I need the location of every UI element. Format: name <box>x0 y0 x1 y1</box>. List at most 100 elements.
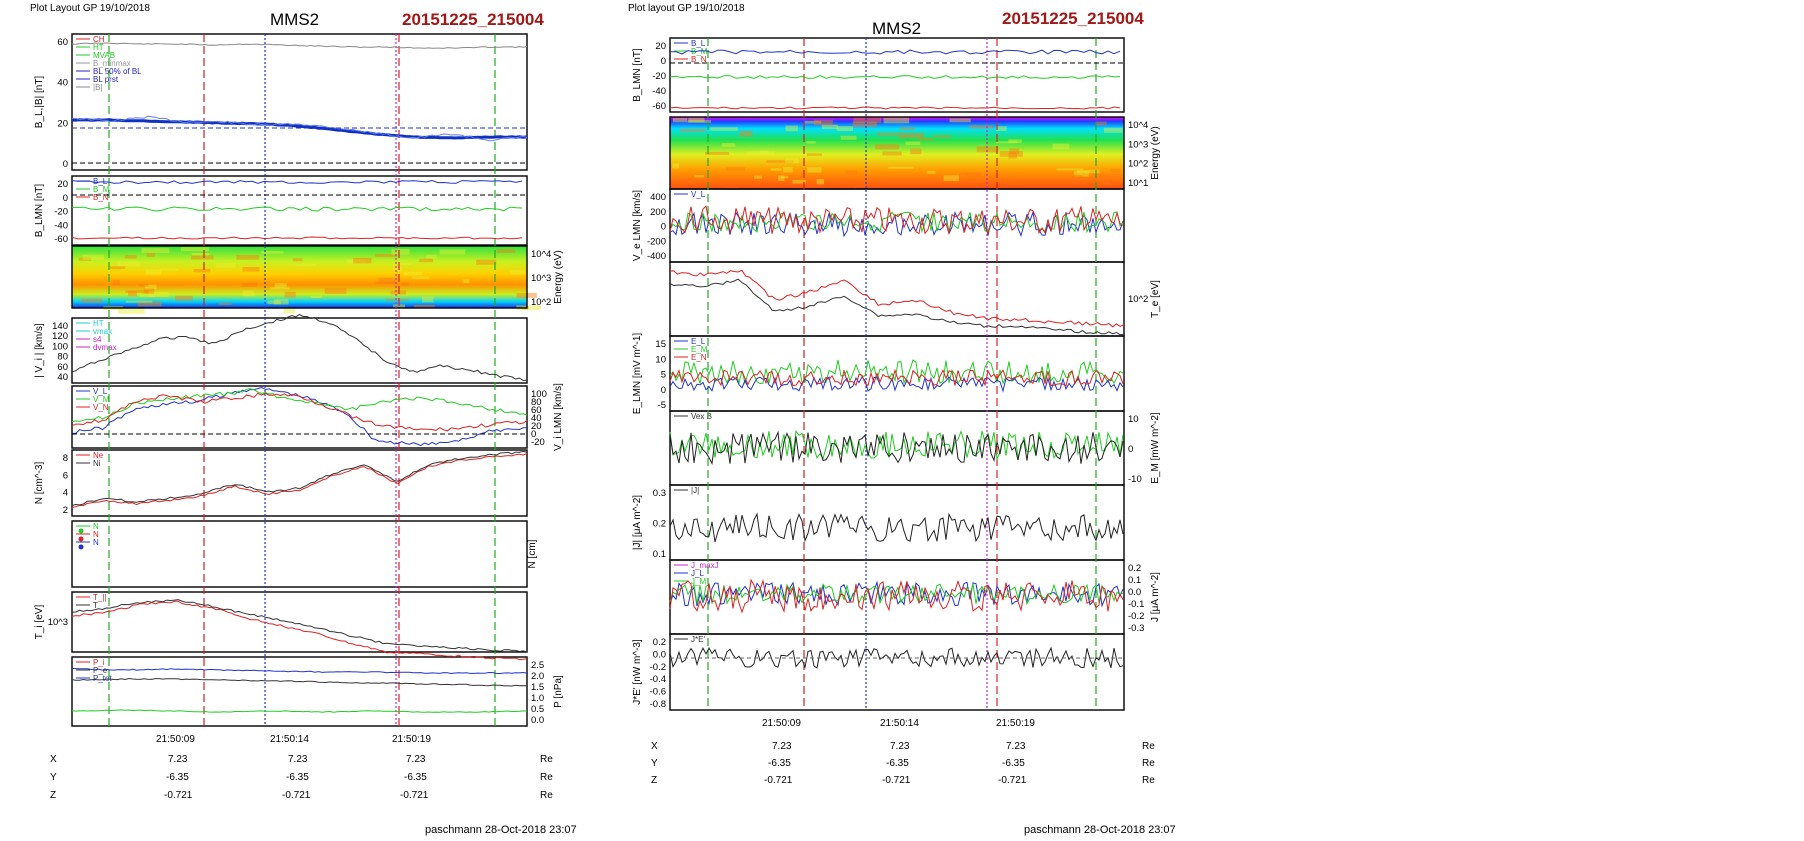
orbit-unit: Re <box>1142 741 1155 752</box>
tick-label: 2.5 <box>531 660 544 671</box>
spectrogram-pixel <box>785 125 798 132</box>
spectrogram-pixel <box>117 307 145 314</box>
tick-label: -400 <box>647 251 666 262</box>
tick-label: 0.0 <box>531 715 544 726</box>
orbit-value: 7.23 <box>890 741 910 752</box>
orbit-value: 7.23 <box>406 754 426 765</box>
spectrogram-pixel <box>175 295 193 301</box>
spectrogram-pixel <box>353 257 372 264</box>
spectrogram-pixel <box>905 141 921 145</box>
spectrogram-pixel <box>144 284 157 290</box>
spectrogram-pixel <box>125 290 149 293</box>
series-Pi <box>71 709 528 713</box>
panel-frame <box>669 37 1125 113</box>
spectrogram-pixel <box>422 296 434 303</box>
tick-label: 40 <box>57 372 68 383</box>
tick-label: -40 <box>54 220 68 231</box>
spectrogram-pixel <box>995 141 1018 144</box>
spectrogram-pixel <box>679 128 706 132</box>
legend-label: HT <box>93 319 104 328</box>
right-panel-stack: 200-20-40-60B_LMN [nT]B_LB_MB_N10^410^31… <box>632 37 1161 711</box>
spectrogram-pixel <box>965 172 982 177</box>
spectrogram-pixel <box>216 263 236 268</box>
series-VM <box>71 388 528 422</box>
orbit-label: X <box>50 754 57 765</box>
tick-label: 0 <box>661 56 666 67</box>
orbit-unit: Re <box>540 754 553 765</box>
tick-label: 120 <box>52 331 68 342</box>
spectrogram-pixel <box>143 288 155 294</box>
spectrogram-pixel <box>943 175 959 182</box>
legend-label: dvmax <box>93 343 117 352</box>
series-EM <box>669 429 1124 461</box>
spectrogram-pixel <box>1096 121 1107 126</box>
tick-label: 0 <box>661 385 666 396</box>
legend-label: B_minmax <box>93 59 131 68</box>
orbit-value: 7.23 <box>1006 741 1026 752</box>
tick-label: 10^2 <box>1128 159 1148 170</box>
spectrogram-pixel <box>149 291 169 297</box>
spectrogram-pixel <box>112 279 121 286</box>
legend-label: s4 <box>93 335 102 344</box>
legend-label: vmax <box>93 327 112 336</box>
spectrogram-pixel <box>806 153 822 156</box>
tick-label: 20 <box>57 118 68 129</box>
series-BN <box>669 106 1121 110</box>
panel-frame <box>71 591 528 653</box>
tick-label: 10^1 <box>1128 178 1148 189</box>
spectrogram-pixel <box>137 301 162 307</box>
orbit-unit: Re <box>1142 775 1155 786</box>
series-Ne <box>71 452 528 508</box>
spectrogram-pixel <box>82 254 104 260</box>
legend-dot <box>78 528 84 534</box>
spectrogram-pixel <box>853 117 882 123</box>
panel-frame <box>669 559 1125 635</box>
spectrogram-pixel <box>959 172 979 175</box>
legend-label: J_M <box>691 577 706 586</box>
spectrogram-pixel <box>759 150 769 154</box>
spectrogram-pixel <box>792 179 807 184</box>
tick-label: 15 <box>655 339 666 350</box>
axis-label: J*E' [nW m^-3] <box>632 639 643 705</box>
spectrogram-pixel <box>688 117 705 123</box>
time-label-left-1: 21:50:09 <box>156 734 195 745</box>
spectrogram-pixel <box>160 268 179 271</box>
tick-label: -0.4 <box>650 674 666 685</box>
series-Ptot <box>71 668 528 675</box>
panel-frame <box>71 520 528 588</box>
series-VeN <box>669 205 1124 236</box>
legend-label: P_i <box>93 658 105 667</box>
panel-frame <box>669 261 1125 337</box>
spectrogram-pixel <box>976 146 999 153</box>
spectrogram-pixel <box>270 287 290 290</box>
spectrogram-pixel <box>1008 152 1017 159</box>
series-VexB <box>669 430 1124 466</box>
spectrogram-pixel <box>284 291 296 298</box>
series-EM <box>669 359 1124 385</box>
legend-label: J_L <box>691 569 704 578</box>
spectrogram-pixel <box>292 258 303 262</box>
layout-label-right: Plot layout GP 19/10/2018 <box>628 3 745 14</box>
tick-label: 40 <box>531 413 542 424</box>
spectrogram-pixel <box>816 179 824 185</box>
tick-label: 10^4 <box>531 249 551 260</box>
footer-right: paschmann 28-Oct-2018 23:07 <box>1024 824 1176 836</box>
legend-label: B_N <box>93 193 109 202</box>
spectrogram-pixel <box>310 295 323 299</box>
legend-label: E_N <box>691 353 707 362</box>
series-BN <box>71 236 523 240</box>
spectrogram-pixel <box>378 277 396 284</box>
spectrogram-pixel <box>411 276 430 280</box>
tick-label: 140 <box>52 321 68 332</box>
tick-label: -0.8 <box>650 699 666 710</box>
time-label-right-3: 21:50:19 <box>996 718 1035 729</box>
orbit-value: -0.721 <box>164 790 193 801</box>
tick-label: 400 <box>650 192 666 203</box>
spectrogram-pixel <box>845 170 857 175</box>
orbit-value: -0.721 <box>764 775 793 786</box>
spectrogram-pixel <box>390 290 406 295</box>
orbit-table-left: X 7.23 7.23 7.23 Re Y -6.35 -6.35 -6.35 … <box>50 754 553 801</box>
orbit-label: Y <box>651 758 658 769</box>
tick-label: 0.1 <box>653 549 666 560</box>
legend-label: V_L <box>93 387 108 396</box>
